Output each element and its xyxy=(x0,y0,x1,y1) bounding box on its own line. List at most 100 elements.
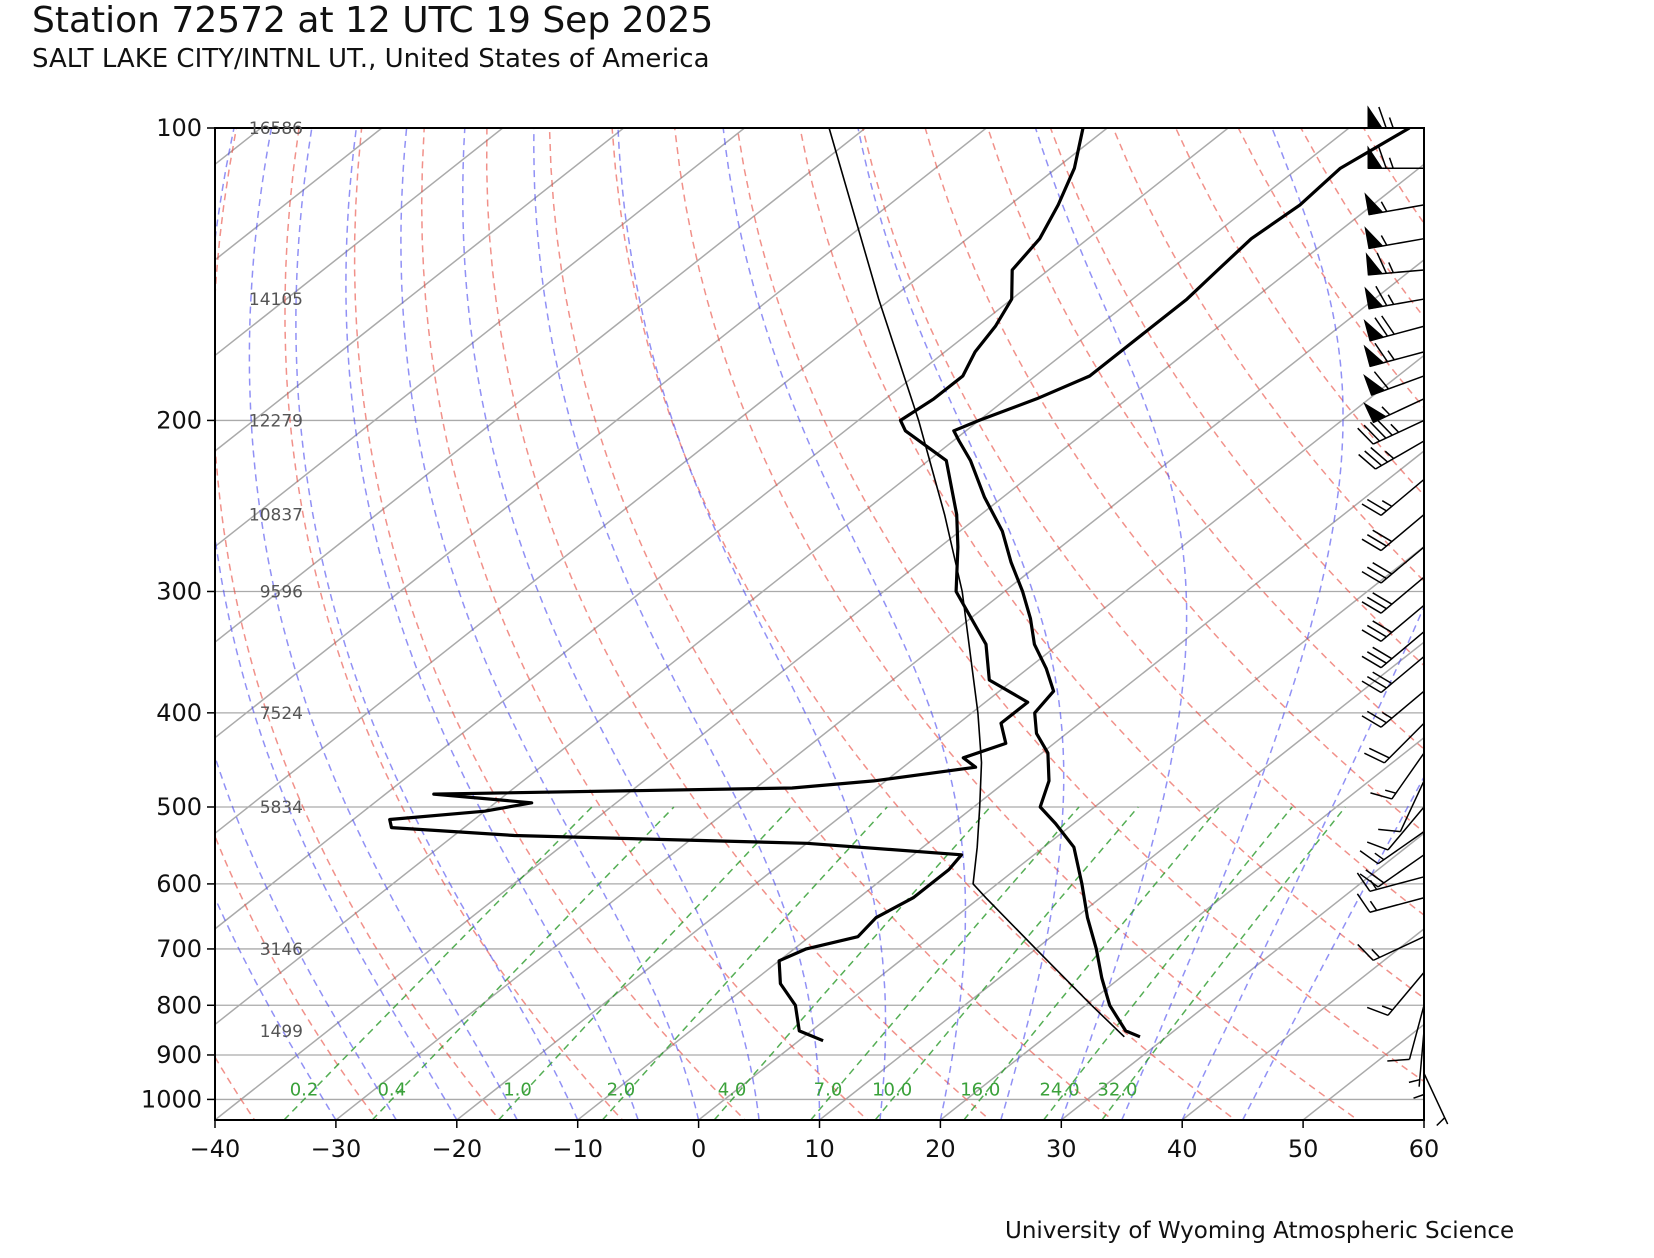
wind-barb-half-flag xyxy=(1388,117,1394,129)
moist-adiabat-line xyxy=(617,128,887,1120)
dry-adiabat-line xyxy=(673,128,1360,1120)
wind-barb-half-flag xyxy=(1388,262,1395,273)
temperature-profile-line xyxy=(952,128,1411,1039)
wind-barb-pennant xyxy=(1365,252,1384,276)
wind-barb-half-flag xyxy=(1374,852,1385,861)
dry-adiabat-line xyxy=(485,128,992,1120)
wind-barb-flag xyxy=(1381,315,1395,335)
dry-adiabat-line xyxy=(420,128,869,1120)
isotherm-line xyxy=(215,128,988,739)
wind-barb xyxy=(1356,872,1425,893)
wind-barb-staff xyxy=(1418,1030,1425,1087)
background-lines xyxy=(0,128,1654,1124)
isotherm-line xyxy=(215,128,1109,835)
moist-adiabat-line xyxy=(533,128,821,1120)
isotherm-line xyxy=(215,128,625,452)
pressure-tick-label: 100 xyxy=(156,114,202,142)
wind-barb-staff xyxy=(1380,631,1425,669)
wind-barb-half-flag xyxy=(1390,423,1400,433)
dry-adiabat-line xyxy=(1489,128,1654,1124)
wind-barb-staff xyxy=(1380,546,1425,584)
chart-title: Station 72572 at 12 UTC 19 Sep 2025 xyxy=(32,0,714,41)
moist-adiabat-line xyxy=(400,128,700,1120)
moist-adiabat-line xyxy=(1181,604,1424,1120)
wind-barb-half-flag xyxy=(1380,235,1388,246)
wind-barb-flag xyxy=(1364,752,1385,764)
wind-barb-staff xyxy=(1377,854,1425,888)
pressure-tick-label: 600 xyxy=(156,870,202,898)
wind-barb-half-flag xyxy=(1384,450,1395,460)
mixing-ratio-line xyxy=(963,806,1220,1120)
moist-adiabat-line xyxy=(857,128,1065,1120)
wind-barb-flag xyxy=(1366,498,1387,512)
wind-barb xyxy=(1357,936,1425,962)
moist-adiabat-line xyxy=(1121,128,1344,1120)
temperature-tick-label: 0 xyxy=(691,1135,706,1163)
wind-barb-flag xyxy=(1366,624,1387,638)
wind-barb-pennant xyxy=(1363,319,1385,342)
wind-barb-flag xyxy=(1361,715,1382,728)
wind-barb xyxy=(1366,971,1425,1016)
pressure-axis: 100 200 300 400 500 600 700 800 900 1000 xyxy=(141,114,215,1113)
wind-barb-flag xyxy=(1366,676,1387,689)
wind-barb-flag xyxy=(1372,671,1393,685)
wind-barb-flag xyxy=(1361,629,1382,642)
dry-adiabat-line xyxy=(548,128,1114,1120)
mixing-ratio-line xyxy=(498,806,792,1120)
wind-barb xyxy=(1364,285,1425,310)
wind-barb-half-flag xyxy=(1436,1117,1446,1127)
wind-barb-flag xyxy=(1357,427,1374,445)
temperature-tick-label: −40 xyxy=(190,1135,241,1163)
height-label: 14105 xyxy=(249,290,303,310)
wind-barb-half-flag xyxy=(1380,201,1388,212)
height-labels: 16586 14105 12279 10837 9596 7524 5834 3146 1499 xyxy=(249,119,303,1042)
wind-barb-flag xyxy=(1361,655,1382,669)
wind-barb-flag xyxy=(1378,146,1387,169)
wind-barb xyxy=(1387,1005,1425,1062)
dry-adiabat-line xyxy=(1049,128,1424,667)
wind-barb xyxy=(1363,315,1425,342)
wind-barb-staff xyxy=(1387,806,1425,851)
wind-barb-half-flag xyxy=(1381,406,1391,416)
wind-barb-flag xyxy=(1370,792,1393,800)
moist-adiabat-line xyxy=(722,128,967,1120)
isotherm-line xyxy=(1180,927,1424,1120)
wind-barb-half-flag xyxy=(1369,879,1378,890)
wind-barb-flag xyxy=(1361,680,1382,694)
wind-barb xyxy=(1363,398,1425,424)
wind-barb-flag xyxy=(1366,710,1387,724)
isotherm-line xyxy=(455,354,1424,1120)
parcel-profile-line xyxy=(828,128,1125,1038)
wind-barb-half-flag xyxy=(1381,711,1393,719)
temperature-tick-label: −30 xyxy=(311,1135,362,1163)
isotherm-line xyxy=(1301,1023,1424,1120)
wind-barb-flag xyxy=(1372,562,1393,575)
dry-adiabat-line xyxy=(0,128,134,1124)
wind-barb-pennant xyxy=(1367,105,1383,129)
wind-barb-staff xyxy=(1423,1072,1449,1125)
pressure-tick-label: 500 xyxy=(156,793,202,821)
wind-barb xyxy=(1370,752,1425,800)
wind-barb-half-flag xyxy=(1381,500,1393,508)
isotherm-line xyxy=(215,128,1230,930)
wind-barb-pennant xyxy=(1363,374,1386,396)
sounding-profiles xyxy=(388,128,1411,1043)
dry-adiabat-line xyxy=(215,128,501,1120)
wind-barb-flag xyxy=(1372,529,1393,543)
wind-barb-flag xyxy=(1366,566,1387,580)
temperature-tick-label: 20 xyxy=(925,1135,956,1163)
isotherm-line xyxy=(697,545,1424,1120)
wind-barb-staff xyxy=(1369,897,1425,913)
wind-barb-staff xyxy=(1380,655,1425,694)
isotherm-line xyxy=(215,128,746,548)
dry-adiabat-line xyxy=(215,834,379,1120)
mixing-ratio-label: 2.0 xyxy=(607,1079,636,1100)
pressure-tick-label: 1000 xyxy=(141,1085,202,1113)
dry-adiabat-line xyxy=(1551,128,1654,1124)
wind-barb-staff xyxy=(1380,513,1425,552)
wind-barb-flag xyxy=(1366,841,1389,851)
wind-barb xyxy=(1367,105,1424,129)
wind-barb-staff xyxy=(1383,722,1425,764)
dry-adiabat-line xyxy=(611,128,1237,1120)
